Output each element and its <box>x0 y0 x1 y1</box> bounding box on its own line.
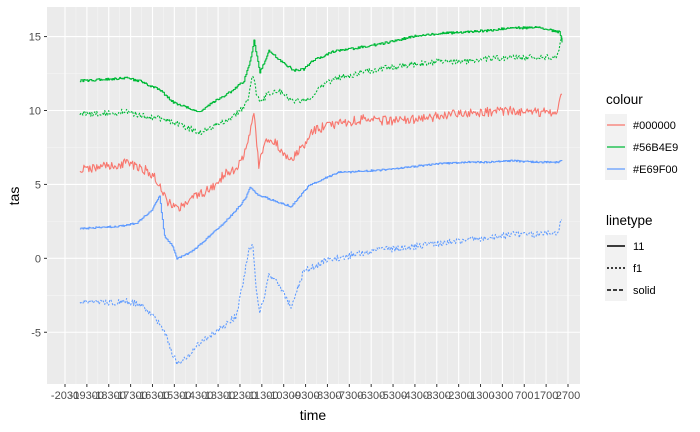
y-tick-label: 10 <box>29 105 41 117</box>
x-tick-label: -14300 <box>179 390 213 402</box>
series-line <box>79 93 563 212</box>
legend-label: solid <box>633 285 656 297</box>
x-tick-label: -4300 <box>401 390 429 402</box>
x-tick-label: -9300 <box>291 390 319 402</box>
x-tick-label: -1300 <box>466 390 494 402</box>
x-tick-label: -17300 <box>113 390 147 402</box>
y-tick-label: 5 <box>35 179 41 191</box>
x-tick-label: -16300 <box>135 390 169 402</box>
grid-minor <box>47 7 580 384</box>
legend-label: f1 <box>633 263 642 275</box>
x-tick-label: -3300 <box>423 390 451 402</box>
legend-colour-title: colour <box>606 92 643 107</box>
x-axis: -2030-19300-18300-17300-16300-15300-1430… <box>51 384 580 402</box>
x-tick-label: -2030 <box>51 390 79 402</box>
legend-linetype-title: linetype <box>606 213 653 228</box>
y-axis: -5 0 5 10 15 <box>29 32 47 339</box>
x-tick-label: -15300 <box>157 390 191 402</box>
x-tick-label: -10300 <box>267 390 301 402</box>
x-tick-label: -5300 <box>379 390 407 402</box>
x-tick-label: -13300 <box>201 390 235 402</box>
x-tick-label: -11300 <box>245 390 278 402</box>
x-tick-label: -2300 <box>445 390 473 402</box>
x-tick-label: -8300 <box>313 390 341 402</box>
plot-panel <box>47 7 580 384</box>
x-tick-label: -19300 <box>70 390 104 402</box>
legend-label: #000000 <box>633 120 676 132</box>
x-tick-label: -300 <box>491 390 513 402</box>
legend-label: 11 <box>633 241 644 253</box>
x-axis-title: time <box>300 407 327 423</box>
y-tick-label: -5 <box>31 327 41 339</box>
y-tick-label: 15 <box>29 32 41 44</box>
y-tick-label: 0 <box>35 253 41 265</box>
legend-label: #56B4E9 <box>633 142 678 154</box>
legend-linetype: linetype 11 f1 solid <box>605 213 656 301</box>
series-line <box>79 36 563 136</box>
series-layer <box>79 26 563 366</box>
x-tick-label: 700 <box>515 390 533 402</box>
x-tick-label: -12300 <box>223 390 257 402</box>
series-line <box>79 159 563 260</box>
legend-label: #E69F00 <box>633 164 678 176</box>
x-tick-label: -18300 <box>92 390 126 402</box>
x-tick-label: 2700 <box>556 390 580 402</box>
series-line <box>79 219 562 366</box>
grid-major <box>47 7 580 384</box>
x-tick-label: 1700 <box>534 390 558 402</box>
x-tick-label: -7300 <box>335 390 363 402</box>
y-axis-title: tas <box>6 187 22 206</box>
series-line <box>79 26 563 113</box>
legend-colour: colour #000000 #56B4E9 #E69F00 <box>605 92 678 180</box>
x-tick-label: -6300 <box>357 390 385 402</box>
